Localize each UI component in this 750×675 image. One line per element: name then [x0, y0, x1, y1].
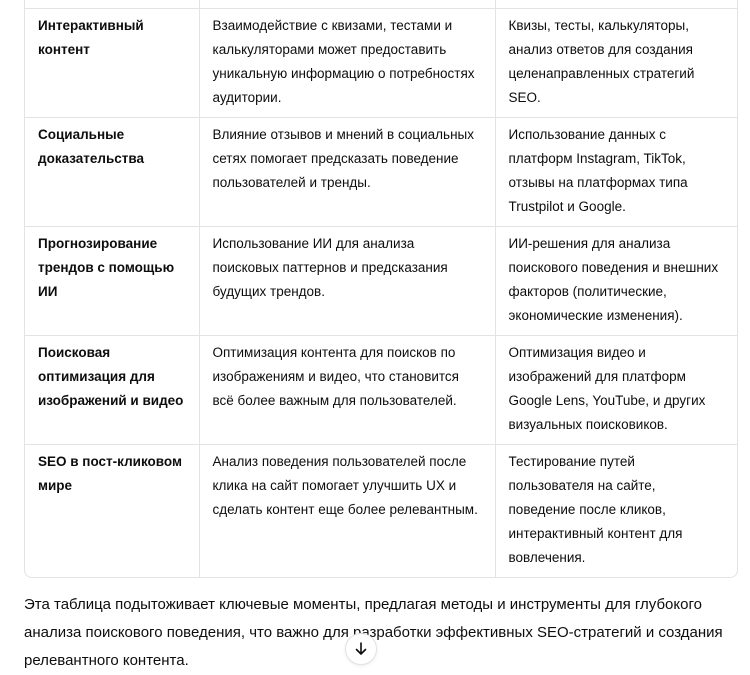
cell-description: Влияние отзывов и мнений в социальных се…	[199, 117, 496, 227]
cell-tools: Использование данных с платформ Instagra…	[495, 117, 737, 227]
seo-table: Интерактивный контент Взаимодействие с кв…	[24, 0, 738, 578]
cell-aspect: Интерактивный контент	[25, 8, 200, 118]
table-row-previous	[25, 0, 737, 9]
cell-description: Анализ поведения пользователей после кли…	[199, 444, 496, 577]
table-row: SEO в пост-кликовом мире Анализ поведения…	[25, 444, 737, 577]
summary-paragraph: Эта таблица подытоживает ключевые момент…	[24, 596, 723, 669]
table-row: Поисковая оптимизация для изображений и …	[25, 335, 737, 445]
cell-aspect: Поисковая оптимизация для изображений и …	[25, 335, 200, 445]
table-row: Прогнозирование трендов с помощью ИИ Испо…	[25, 226, 737, 336]
cell-aspect: Прогнозирование трендов с помощью ИИ	[25, 226, 200, 336]
table-row: Интерактивный контент Взаимодействие с кв…	[25, 8, 737, 118]
cell-aspect: Социальные доказательства	[25, 117, 200, 227]
cell-tools: Квизы, тесты, калькуляторы, анализ ответ…	[495, 8, 737, 118]
cell-description: Взаимодействие с квизами, тестами и каль…	[199, 8, 496, 118]
cell-tools: Оптимизация видео и изображений для плат…	[495, 335, 737, 445]
cell-tools: ИИ-решения для анализа поискового поведе…	[495, 226, 737, 336]
scroll-to-bottom-button[interactable]	[345, 633, 377, 665]
cell-description: Использование ИИ для анализа поисковых п…	[199, 226, 496, 336]
arrow-down-icon	[355, 642, 367, 655]
table-row: Социальные доказательства Влияние отзывов…	[25, 117, 737, 227]
cell-description: Оптимизация контента для поисков по изоб…	[199, 335, 496, 445]
cell-tools: Тестирование путей пользователя на сайте…	[495, 444, 737, 577]
cell-aspect: SEO в пост-кликовом мире	[25, 444, 200, 577]
